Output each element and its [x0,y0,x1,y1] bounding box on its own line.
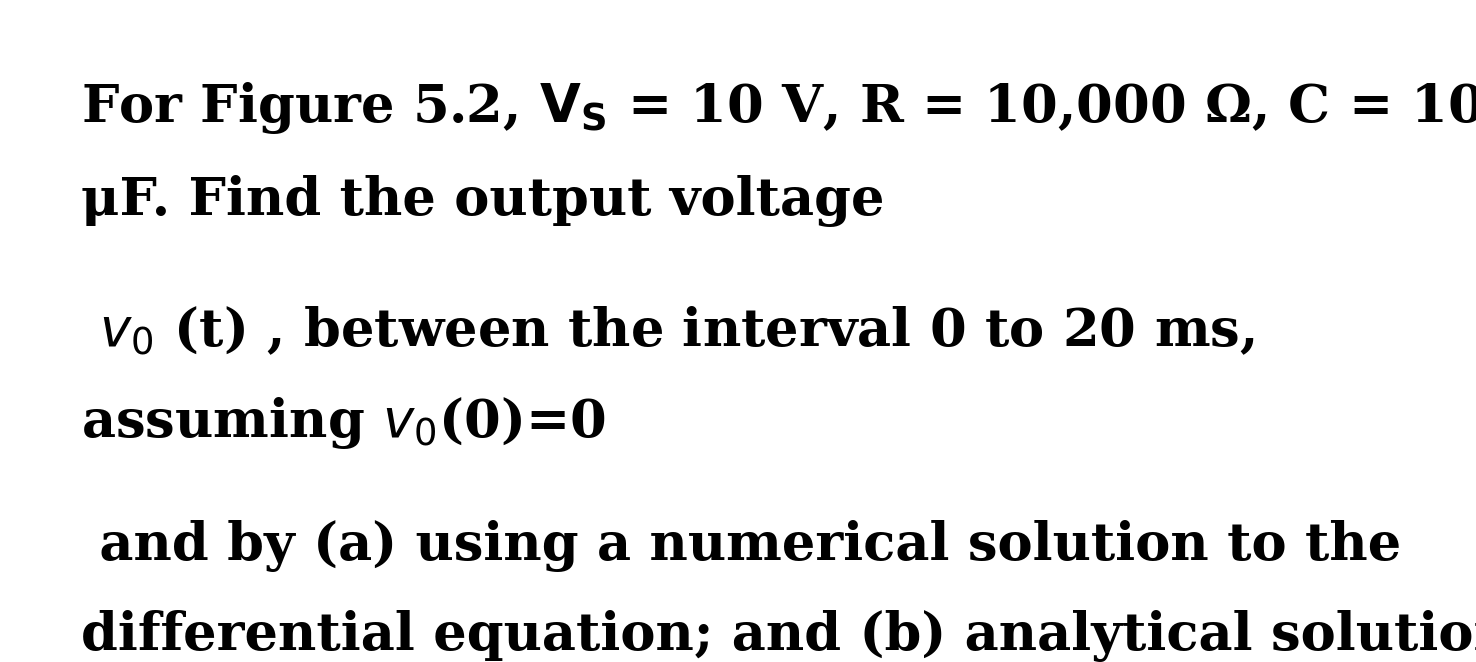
Text: and by (a) using a numerical solution to the: and by (a) using a numerical solution to… [81,520,1401,572]
Text: μF. Find the output voltage: μF. Find the output voltage [81,175,884,227]
Text: differential equation; and (b) analytical solution.: differential equation; and (b) analytica… [81,610,1476,662]
Text: For Figure 5.2, $\mathbf{V_S}$ = 10 V, R = 10,000 Ω, C = 10: For Figure 5.2, $\mathbf{V_S}$ = 10 V, R… [81,80,1476,136]
Text: assuming $v_0$(0)=0: assuming $v_0$(0)=0 [81,395,605,451]
Text: $v_0$ (t) , between the interval 0 to 20 ms,: $v_0$ (t) , between the interval 0 to 20… [81,305,1255,358]
